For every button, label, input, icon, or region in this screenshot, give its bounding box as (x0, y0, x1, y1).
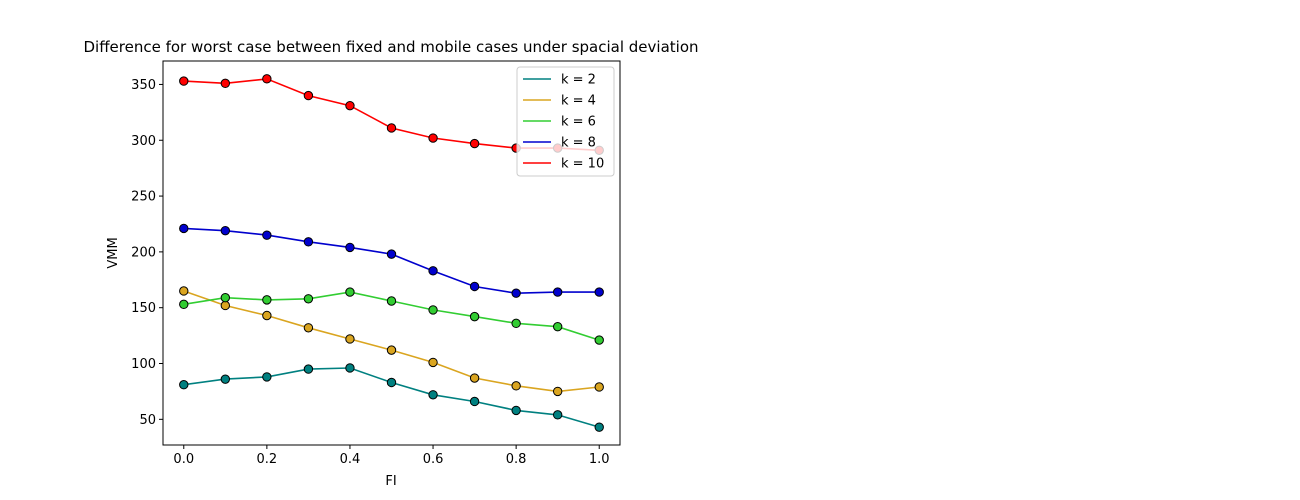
legend-item: k = 2 (523, 73, 596, 88)
data-point (220, 292, 231, 303)
legend-label: k = 8 (561, 136, 596, 151)
data-point (511, 318, 521, 329)
legend-label: k = 4 (561, 94, 596, 109)
y-tick-label: 100 (131, 357, 156, 372)
data-point (511, 288, 521, 298)
data-point (469, 373, 480, 383)
legend-item: k = 8 (523, 136, 596, 151)
data-point (511, 381, 521, 391)
data-point (469, 281, 480, 292)
data-point (386, 377, 397, 388)
data-point (594, 382, 604, 392)
data-point (428, 390, 438, 400)
data-point (262, 372, 272, 382)
data-point (220, 225, 231, 236)
legend-frame (516, 66, 615, 177)
series-line (183, 227, 600, 295)
x-tick-label: 0.8 (506, 452, 527, 467)
series-2 (179, 286, 604, 397)
x-axis-label: FI (385, 474, 396, 489)
series-3 (179, 287, 604, 345)
data-point (511, 405, 521, 416)
data-point (303, 237, 314, 247)
legend-item: k = 6 (523, 115, 596, 130)
series-line (183, 290, 600, 393)
data-point (345, 100, 355, 111)
data-point (469, 138, 480, 149)
data-point (386, 123, 397, 133)
data-point (303, 323, 314, 333)
data-point (179, 380, 189, 390)
legend-item: k = 10 (523, 157, 604, 172)
data-point (220, 374, 231, 384)
data-point (345, 287, 355, 297)
plot-area-frame (162, 60, 621, 446)
data-point (594, 287, 604, 297)
data-point (345, 363, 355, 373)
legend-item: k = 4 (523, 94, 596, 109)
data-point (179, 299, 189, 310)
x-tick-label: 1.0 (589, 452, 610, 467)
y-tick-label: 250 (131, 190, 156, 205)
data-point (386, 296, 397, 306)
data-point (303, 90, 314, 101)
x-tick-label: 0.4 (340, 452, 361, 467)
y-axis: 50 100 150 200 250 300 350 (131, 78, 163, 428)
data-point (262, 295, 272, 305)
data-point (179, 286, 189, 296)
y-tick-label: 50 (139, 413, 156, 428)
data-point (428, 305, 438, 315)
data-point (552, 410, 563, 420)
legend: k = 2 k = 4 k = 6 k = 8 k = 10 (516, 66, 615, 177)
data-point (262, 74, 272, 84)
data-point (594, 335, 604, 345)
x-tick-label: 0.2 (257, 452, 278, 467)
data-point (262, 230, 272, 240)
legend-label: k = 10 (561, 157, 604, 172)
data-point (303, 364, 314, 374)
legend-label: k = 6 (561, 115, 596, 130)
data-point (552, 386, 563, 397)
x-tick-label: 0.0 (173, 452, 194, 467)
series-line (183, 367, 600, 428)
data-point (552, 321, 563, 332)
data-point (552, 287, 563, 297)
chart-title: Difference for worst case between fixed … (83, 38, 698, 56)
data-point (386, 345, 397, 355)
data-point (220, 300, 231, 311)
y-axis-label: VMM (106, 237, 121, 268)
series-4 (179, 223, 604, 298)
data-point (303, 294, 314, 304)
data-point (262, 310, 272, 321)
x-axis: 0.0 0.2 0.4 0.6 0.8 1.0 (173, 445, 610, 467)
data-point (428, 133, 438, 143)
data-point (220, 78, 231, 89)
data-point (345, 334, 355, 344)
data-point (345, 242, 355, 253)
data-point (594, 422, 604, 432)
data-point (469, 311, 480, 322)
x-tick-label: 0.6 (423, 452, 444, 467)
data-point (428, 266, 438, 276)
series-1 (179, 363, 604, 432)
series-layer (179, 74, 604, 432)
y-tick-label: 350 (131, 78, 156, 93)
data-point (179, 223, 189, 234)
legend-label: k = 2 (561, 73, 596, 88)
data-point (179, 76, 189, 86)
y-tick-label: 150 (131, 301, 156, 316)
data-point (386, 249, 397, 259)
y-tick-label: 300 (131, 134, 156, 149)
data-point (469, 396, 480, 407)
y-tick-label: 200 (131, 245, 156, 260)
data-point (428, 357, 438, 368)
